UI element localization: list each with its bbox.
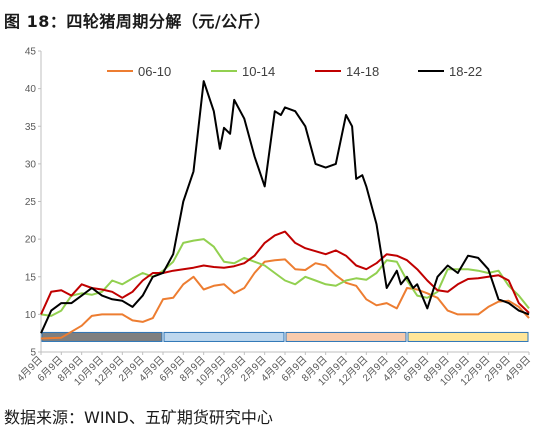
chart-title: 图 18：四轮猪周期分解（元/公斤） [4,12,271,31]
y-tick-label: 30 [25,159,37,170]
data-source: 数据来源：WIND、五矿期货研究中心 [4,408,273,427]
series-line-10-14 [40,238,530,317]
series-line-18-22 [40,80,530,334]
phase-bar [285,331,407,342]
legend-label: 06-10 [138,64,171,79]
phase-bar [41,331,163,342]
series-lines [40,80,530,340]
y-tick-label: 40 [25,84,37,95]
line-chart: 510152025303540454月9日6月9日8月9日10月9日12月9日2… [15,47,533,389]
series-line-14-18 [40,230,530,315]
legend: 06-10 10-14 14-18 18-22 [107,64,482,79]
legend-label: 18-22 [449,64,482,79]
cycle-phase-bars [41,331,529,342]
series-line-06-10 [40,258,530,340]
y-tick-label: 15 [25,272,37,283]
legend-label: 14-18 [346,64,379,79]
y-tick-label: 5 [30,348,36,359]
y-tick-label: 25 [25,197,37,208]
y-tick-label: 45 [25,47,37,58]
y-tick-label: 20 [25,235,37,246]
y-tick-label: 35 [25,122,37,133]
legend-label: 10-14 [242,64,275,79]
phase-bar [407,331,529,342]
y-tick-label: 10 [25,310,37,321]
phase-bar [163,331,285,342]
